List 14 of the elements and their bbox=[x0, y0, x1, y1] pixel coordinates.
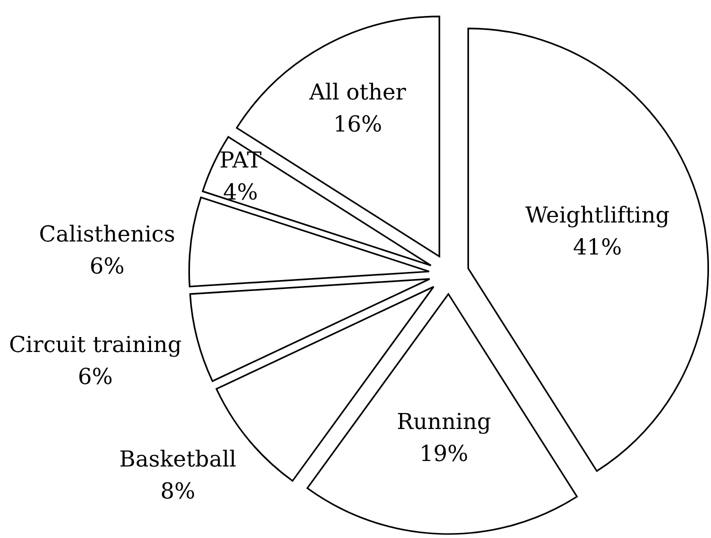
data-label: 16% bbox=[333, 112, 382, 138]
slice-label: Basketball bbox=[119, 448, 236, 473]
data-label: 4% bbox=[223, 180, 258, 206]
slice-label: All other bbox=[308, 80, 407, 106]
data-label: 41% bbox=[572, 236, 622, 261]
slice-label: Weightlifting bbox=[525, 204, 670, 229]
data-label: 6% bbox=[90, 254, 125, 280]
slice-label: Circuit training bbox=[8, 332, 182, 358]
data-label: 6% bbox=[78, 364, 113, 390]
data-label: 19% bbox=[419, 442, 468, 467]
slice-label: PAT bbox=[219, 148, 262, 174]
slice-label: Running bbox=[396, 410, 492, 435]
data-label: 8% bbox=[160, 480, 196, 505]
slice-label: Calisthenics bbox=[39, 222, 176, 248]
